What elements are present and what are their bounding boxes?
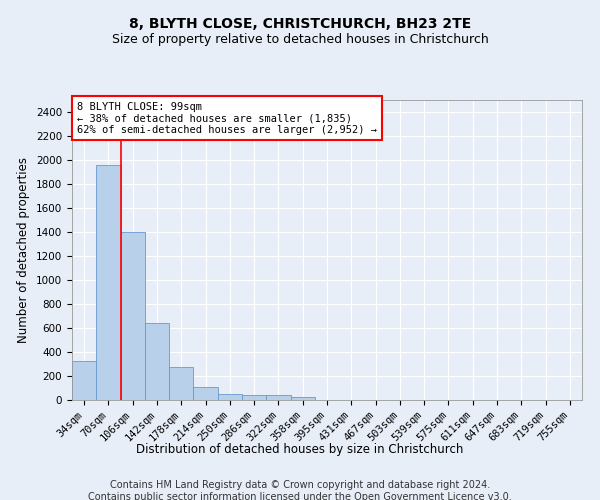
Bar [72, 361, 96, 400]
Text: Size of property relative to detached houses in Christchurch: Size of property relative to detached ho… [112, 32, 488, 46]
Bar [242, 394, 266, 400]
Text: Contains HM Land Registry data © Crown copyright and database right 2024.: Contains HM Land Registry data © Crown c… [110, 480, 490, 490]
Bar [145, 323, 169, 400]
Text: Contains public sector information licensed under the Open Government Licence v3: Contains public sector information licen… [88, 492, 512, 500]
Text: 8 BLYTH CLOSE: 99sqm
← 38% of detached houses are smaller (1,835)
62% of semi-de: 8 BLYTH CLOSE: 99sqm ← 38% of detached h… [77, 102, 377, 134]
Bar [96, 165, 121, 400]
Text: Distribution of detached houses by size in Christchurch: Distribution of detached houses by size … [136, 442, 464, 456]
Y-axis label: Number of detached properties: Number of detached properties [17, 157, 31, 343]
Bar [169, 367, 193, 400]
Bar [290, 397, 315, 400]
Text: 8, BLYTH CLOSE, CHRISTCHURCH, BH23 2TE: 8, BLYTH CLOSE, CHRISTCHURCH, BH23 2TE [129, 18, 471, 32]
Bar [218, 394, 242, 400]
Bar [266, 395, 290, 400]
Bar [121, 232, 145, 400]
Bar [193, 388, 218, 400]
